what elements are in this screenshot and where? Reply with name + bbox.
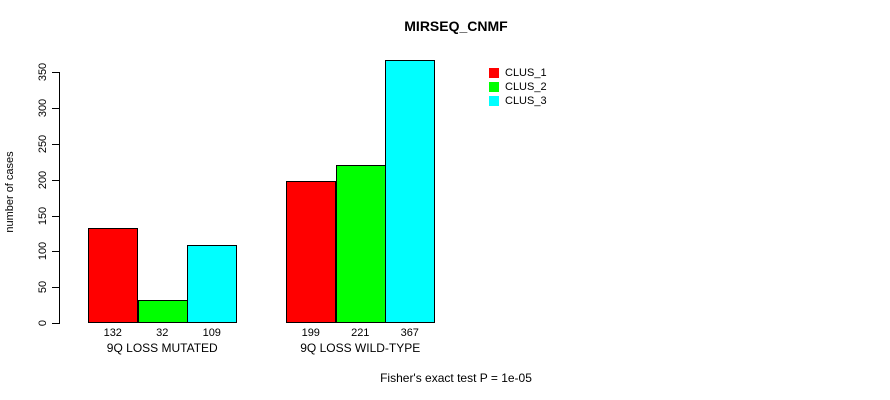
bar-clus_3-group1 <box>187 245 237 323</box>
legend-label-clus_3: CLUS_3 <box>505 95 547 107</box>
category-label: 9Q LOSS WILD-TYPE <box>300 341 421 355</box>
legend-swatch-clus_3 <box>489 96 499 106</box>
y-tick-label: 200 <box>37 170 49 190</box>
legend-swatch-clus_1 <box>489 68 499 78</box>
bar-clus_3-group2 <box>385 60 435 323</box>
y-axis-tick <box>52 323 60 324</box>
y-axis-tick <box>52 216 60 217</box>
y-tick-label: 300 <box>37 98 49 118</box>
y-tick-label: 150 <box>37 206 49 226</box>
legend-item: CLUS_3 <box>489 94 547 108</box>
bar-value-label: 132 <box>103 327 122 339</box>
y-axis-tick <box>52 72 60 73</box>
legend-item: CLUS_2 <box>489 80 547 94</box>
bar-value-label: 32 <box>156 327 169 339</box>
y-tick-label: 350 <box>37 62 49 82</box>
bar-value-label: 109 <box>202 327 221 339</box>
legend-swatch-clus_2 <box>489 82 499 92</box>
annotation-caption: Fisher's exact test P = 1e-05 <box>380 371 532 385</box>
bar-clus_1-group2 <box>286 181 336 323</box>
chart-title: MIRSEQ_CNMF <box>404 18 508 34</box>
y-axis-tick <box>52 144 60 145</box>
y-axis-tick <box>52 251 60 252</box>
y-tick-label: 0 <box>37 319 49 327</box>
y-axis-tick <box>52 108 60 109</box>
bar-value-label: 221 <box>351 327 370 339</box>
y-axis-tick <box>52 287 60 288</box>
bar-clus_2-group1 <box>138 300 188 323</box>
y-tick-label: 250 <box>37 134 49 154</box>
legend-label-clus_2: CLUS_2 <box>505 81 547 93</box>
y-axis-line <box>59 72 60 323</box>
legend-item: CLUS_1 <box>489 66 547 80</box>
bar-clus_2-group2 <box>336 165 386 323</box>
bar-clus_1-group1 <box>88 228 138 323</box>
legend-label-clus_1: CLUS_1 <box>505 67 547 79</box>
y-tick-label: 100 <box>37 241 49 261</box>
y-axis-tick <box>52 180 60 181</box>
y-tick-label: 50 <box>37 280 49 294</box>
category-label: 9Q LOSS MUTATED <box>106 341 218 355</box>
bar-value-label: 199 <box>301 327 320 339</box>
bar-value-label: 367 <box>400 327 419 339</box>
